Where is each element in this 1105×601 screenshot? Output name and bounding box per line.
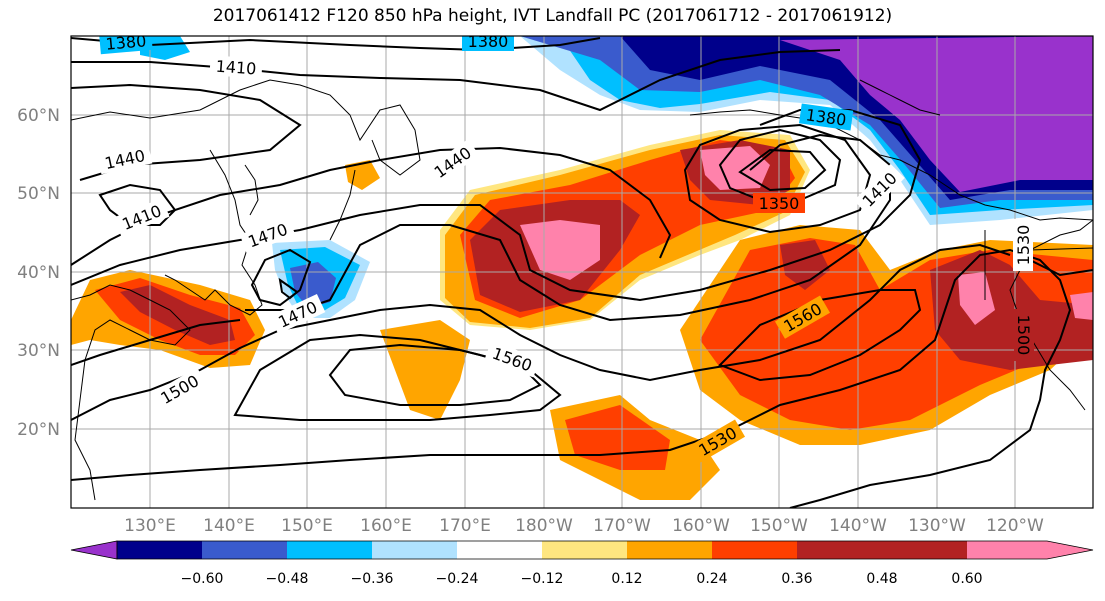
lat-label: 60°N [17, 106, 60, 126]
colorbar-tick-label: −0.48 [266, 571, 309, 587]
colorbar-tick-label: −0.24 [436, 571, 479, 587]
lon-label: 160°W [672, 516, 730, 536]
map-area: 1380 1380 1410 1380 1440 1410 1440 1470 … [71, 31, 1093, 508]
colorbar-tick-label: 0.48 [866, 571, 897, 587]
colorbar-segment [542, 541, 627, 559]
coastlines [71, 79, 1093, 501]
lon-label: 120°W [986, 516, 1044, 536]
lon-label: 170°E [439, 516, 491, 536]
colorbar-segment [117, 541, 202, 559]
map-title: 2017061412 F120 850 hPa height, IVT Land… [212, 6, 893, 26]
colorbar-tick-label: 0.12 [611, 571, 642, 587]
colorbar-segment [457, 541, 542, 559]
contour-label: 1410 [215, 57, 257, 79]
lat-label: 50°N [17, 184, 60, 204]
lon-label: 150°W [750, 516, 808, 536]
colorbar-segment [372, 541, 457, 559]
colorbar-tick-label: 0.60 [951, 571, 982, 587]
positive-anomaly-fields [71, 130, 1093, 500]
colorbar-segment [202, 541, 287, 559]
contour-label: 1530 [1014, 225, 1033, 266]
colorbar-segment [797, 541, 882, 559]
colorbar-tick-label: 0.36 [781, 571, 812, 587]
lat-label: 40°N [17, 263, 60, 283]
lon-label: 180°W [515, 516, 573, 536]
lon-label: 160°E [360, 516, 412, 536]
colorbar-tick-label: −0.36 [351, 571, 394, 587]
colorbar-segment [287, 541, 372, 559]
lat-label: 20°N [17, 420, 60, 440]
colorbar-tick-label: 0.24 [696, 571, 727, 587]
colorbar-segment [627, 541, 712, 559]
lon-label: 140°E [203, 516, 255, 536]
lat-label: 30°N [17, 341, 60, 361]
graticule [71, 36, 1093, 508]
lon-label: 170°W [593, 516, 651, 536]
lon-label: 140°W [829, 516, 887, 536]
colorbar-tick-label: −0.12 [521, 571, 564, 587]
colorbar-tick-label: −0.60 [181, 571, 224, 587]
contour-label: 1380 [468, 32, 509, 51]
map-frame [70, 35, 1094, 509]
colorbar-segment [712, 541, 797, 559]
lon-label: 150°E [281, 516, 333, 536]
lon-label: 130°W [908, 516, 966, 536]
colorbar-extend-min [70, 540, 118, 560]
contour-label: 1350 [759, 194, 800, 213]
lon-label: 130°E [124, 516, 176, 536]
contour-label: 1380 [105, 31, 147, 53]
colorbar-segment-high [882, 541, 967, 559]
contour-label: 1500 [1014, 315, 1033, 356]
latitude-labels: 60°N 50°N 40°N 30°N 20°N [17, 106, 60, 440]
colorbar: −0.60 −0.48 −0.36 −0.24 −0.12 0.12 0.24 … [70, 540, 1094, 587]
longitude-labels: 130°E 140°E 150°E 160°E 170°E 180°W 170°… [124, 516, 1044, 536]
